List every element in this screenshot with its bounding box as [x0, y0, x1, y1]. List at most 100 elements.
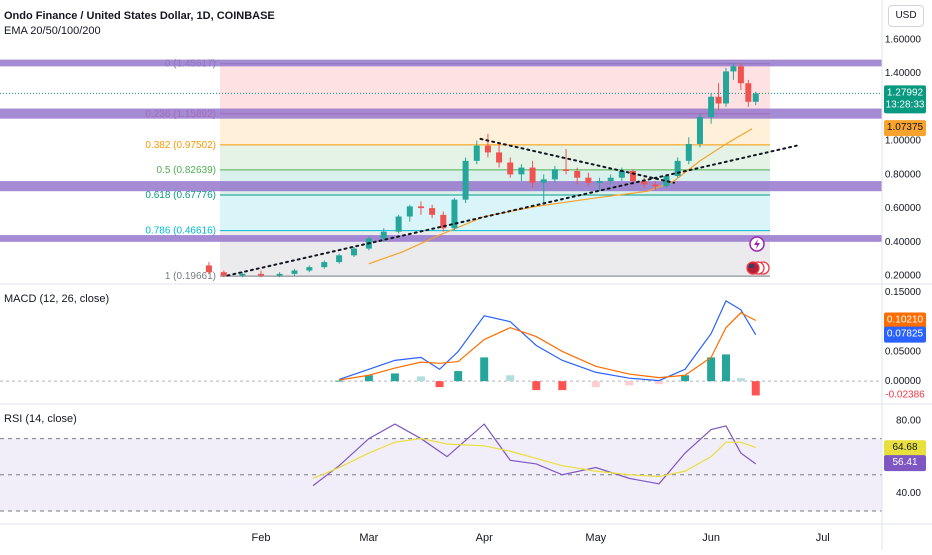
last-price-badge-text: 13:28:33 — [886, 99, 925, 110]
macd-histogram-bar — [390, 373, 399, 382]
time-axis-tick: May — [585, 532, 606, 544]
lightning-icon — [754, 239, 760, 249]
rsi-ma-badge — [884, 440, 926, 457]
time-axis-tick: Jun — [702, 532, 720, 544]
fib-label: 1 (0.19661) — [165, 271, 216, 282]
candle-body — [395, 216, 402, 232]
price-axis-tick: 1.40000 — [885, 68, 922, 79]
candle-body — [291, 270, 298, 274]
rsi-title[interactable]: RSI (14, close) — [4, 413, 77, 425]
price-axis-tick: 0.40000 — [885, 237, 922, 248]
macd-hist-badge-text: -0.02386 — [885, 389, 925, 400]
candle-body — [723, 71, 729, 104]
rsi-ma-line — [312, 437, 756, 479]
macd-histogram-bar — [736, 378, 745, 382]
macd-histogram-bar — [506, 375, 515, 382]
candle-body — [752, 93, 759, 102]
trendline — [226, 144, 798, 277]
candle-body — [529, 167, 536, 183]
ema-indicator-label[interactable]: EMA 20/50/100/200 — [4, 25, 101, 37]
ema-line — [368, 128, 753, 265]
candle-body — [574, 170, 581, 178]
time-axis-tick: Mar — [359, 532, 378, 544]
macd-line — [338, 300, 757, 382]
candle-body — [518, 167, 525, 175]
macd-histogram-bar — [707, 357, 716, 382]
price-axis-tick: 1.00000 — [885, 136, 922, 147]
macd-histogram-bar — [681, 375, 690, 382]
candle-body — [563, 169, 570, 171]
rsi-value-badge-text: 56.41 — [892, 457, 917, 468]
support-resistance-zone — [0, 108, 882, 119]
candle-body — [406, 206, 413, 217]
candle-body — [220, 272, 227, 276]
rsi-ma-badge-text: 64.68 — [892, 442, 917, 453]
macd-histogram-bar — [532, 381, 541, 391]
candle-body — [462, 160, 469, 200]
ema-price-badge-text: 1.07375 — [887, 122, 924, 133]
rsi-line — [312, 423, 757, 487]
macd-axis-tick: 0.15000 — [885, 287, 922, 298]
rsi-axis-tick: 80.00 — [896, 415, 921, 426]
price-axis-tick: 0.20000 — [885, 271, 922, 282]
price-axis-tick: 0.60000 — [885, 203, 922, 214]
macd-signal-badge — [884, 312, 926, 329]
macd-histogram-bar — [435, 381, 444, 388]
candle-body — [276, 273, 283, 276]
macd-value-badge-text: 0.07825 — [887, 329, 924, 340]
macd-histogram-bar — [591, 381, 600, 388]
price-axis-tick: 0.80000 — [885, 169, 922, 180]
candle-body — [585, 177, 592, 183]
macd-hist-badge — [884, 387, 926, 402]
macd-histogram-bar — [364, 375, 373, 382]
currency-button[interactable]: USD — [888, 5, 924, 27]
candle-body — [607, 177, 614, 182]
macd-histogram-bar — [751, 381, 760, 396]
signal-line — [339, 312, 757, 381]
fib-band — [220, 113, 770, 145]
macd-histogram-bar — [655, 381, 664, 385]
candle-body — [663, 176, 670, 187]
macd-histogram-bar — [416, 376, 425, 382]
time-axis-tick: Apr — [476, 532, 493, 544]
ema-price-badge — [884, 120, 926, 137]
candle-body — [708, 96, 715, 117]
candle-body — [258, 273, 264, 276]
candle-body — [551, 169, 558, 180]
last-price-badge — [884, 85, 926, 114]
macd-signal-badge-text: 0.10210 — [887, 314, 924, 325]
rsi-axis-tick: 40.00 — [896, 488, 921, 499]
rsi-value-badge — [884, 455, 926, 472]
candle-body — [674, 160, 681, 177]
support-resistance-zone — [0, 181, 882, 192]
candle-body — [239, 273, 246, 276]
candle-body — [496, 152, 503, 163]
candle-body — [737, 66, 744, 84]
candle-body — [641, 181, 648, 185]
fib-band — [220, 63, 770, 114]
candle-body — [440, 214, 447, 229]
candle-body — [596, 181, 603, 183]
time-axis-tick: Feb — [252, 532, 271, 544]
last-price-badge-text: 1.27992 — [887, 87, 924, 98]
macd-histogram-bar — [480, 357, 489, 382]
candle-body — [730, 66, 737, 72]
candle-body — [685, 143, 692, 161]
candle-body — [205, 265, 212, 273]
fib-label: 0.786 (0.46616) — [145, 226, 216, 237]
candle-body — [417, 206, 424, 209]
candle-body — [451, 199, 458, 229]
candle-body — [321, 262, 328, 268]
candle-body — [473, 145, 480, 161]
candle-body — [351, 248, 357, 256]
fib-band — [220, 194, 770, 231]
candle-body — [429, 208, 436, 215]
macd-value-badge — [884, 326, 926, 343]
macd-title[interactable]: MACD (12, 26, close) — [4, 293, 110, 305]
candle-body — [618, 170, 625, 178]
macd-histogram-bar — [625, 381, 634, 386]
fib-label: 0.382 (0.97502) — [145, 140, 216, 151]
us-flag-icon — [749, 264, 754, 268]
